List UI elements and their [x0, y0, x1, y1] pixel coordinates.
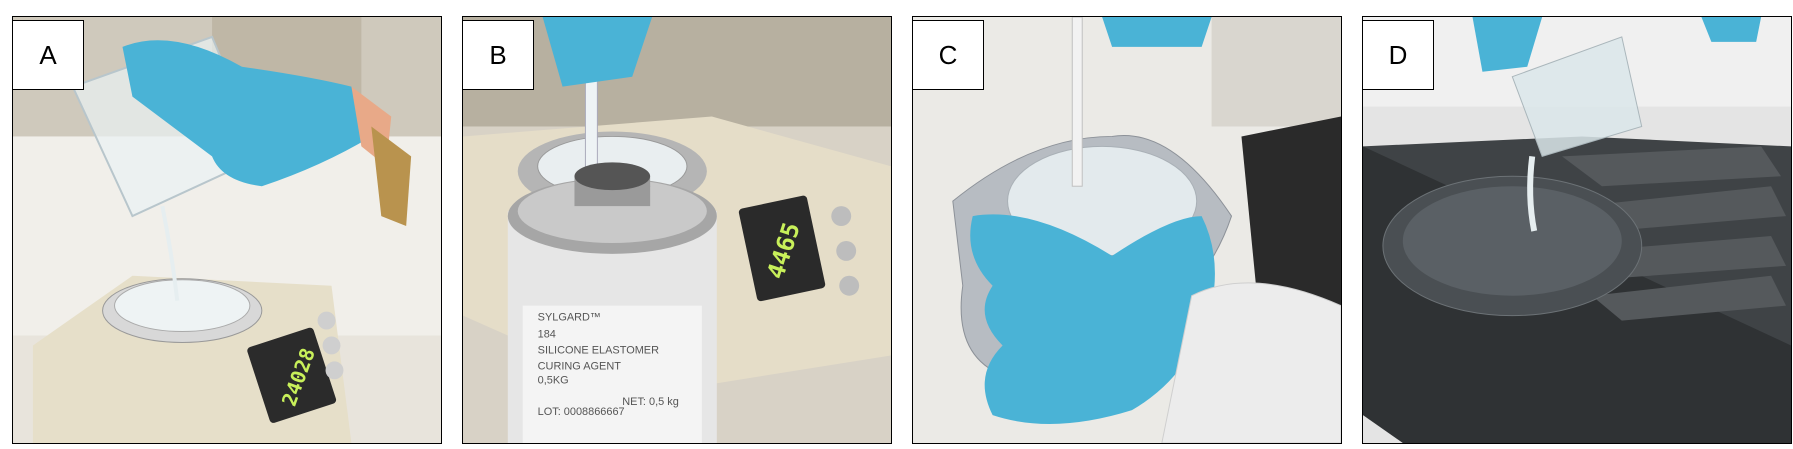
panel-label-b: B: [463, 20, 534, 90]
panel-label-c: C: [913, 20, 984, 90]
panel-label-d: D: [1363, 20, 1434, 90]
can-brand: SYLGARD™: [538, 312, 601, 324]
can-line1: SILICONE ELASTOMER: [538, 344, 659, 356]
panel-label-a: A: [13, 20, 84, 90]
photo-panel-d: D: [1362, 16, 1792, 444]
can-net: NET: 0,5 kg: [622, 396, 679, 408]
photo-pouring-into-mold: [1363, 17, 1791, 443]
photo-curing-agent-pipette: 4465 SYLGARD™ 184 SILICONE ELASTOMER CUR…: [463, 17, 891, 443]
can-weight: 0,5KG: [538, 374, 569, 386]
can-number: 184: [538, 328, 556, 340]
photo-foil-mixing-dish: [913, 17, 1341, 443]
photo-weighing-beaker-pour: 24028: [13, 17, 441, 443]
can-lot: LOT: 0008866667: [538, 406, 625, 418]
photo-panel-b: 4465 SYLGARD™ 184 SILICONE ELASTOMER CUR…: [462, 16, 892, 444]
can-line2: CURING AGENT: [538, 360, 622, 372]
photo-panel-a: 24028 A: [12, 16, 442, 444]
photo-panel-c: C: [912, 16, 1342, 444]
